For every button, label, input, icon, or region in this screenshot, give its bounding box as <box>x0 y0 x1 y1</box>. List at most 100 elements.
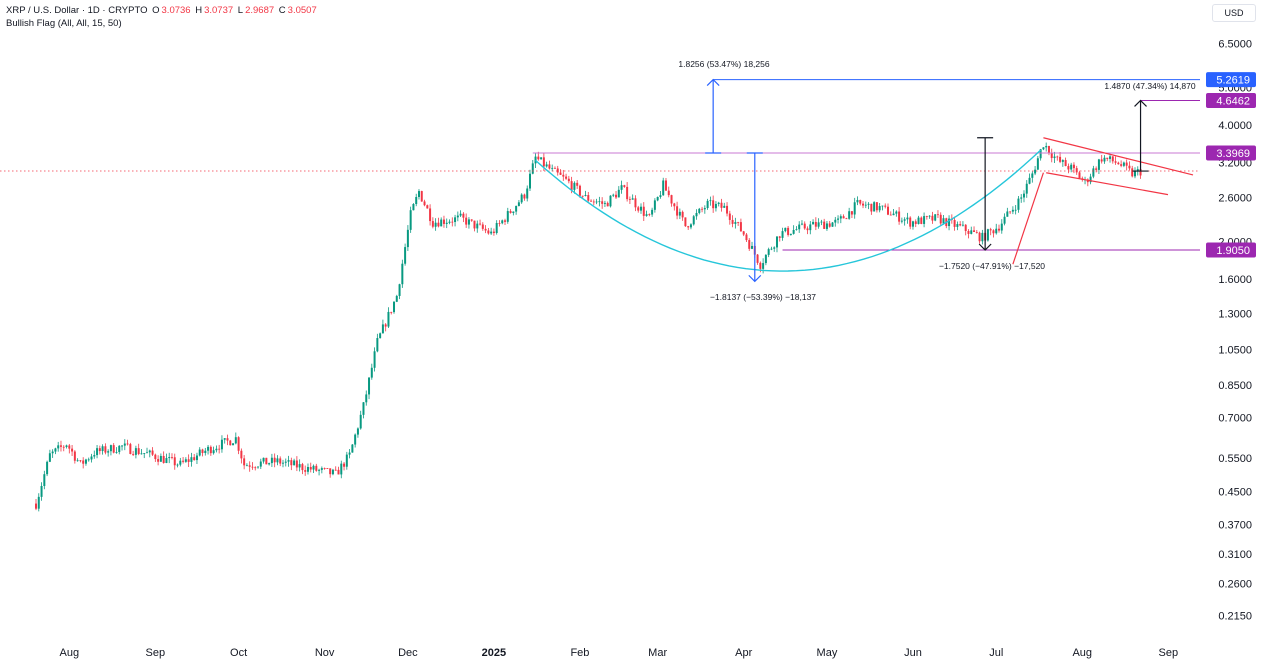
candle-body <box>34 503 37 509</box>
candle <box>651 207 654 217</box>
candle <box>415 193 418 207</box>
candle-body <box>565 176 568 179</box>
candle-body <box>362 402 365 415</box>
candle-body <box>914 221 917 224</box>
candle-body <box>1014 209 1017 211</box>
candle-body <box>850 211 853 215</box>
candle <box>492 228 495 236</box>
candle <box>892 209 895 216</box>
candle <box>459 210 462 218</box>
candle <box>1059 151 1062 164</box>
candle <box>931 211 934 224</box>
candle <box>248 461 251 472</box>
candle-body <box>670 195 673 204</box>
candle <box>1014 205 1017 215</box>
candle <box>381 319 384 334</box>
candle <box>290 457 293 471</box>
candle-body <box>867 203 870 205</box>
candle-body <box>726 205 729 214</box>
candle <box>953 216 956 231</box>
candle <box>265 457 268 465</box>
x-tick-label: Feb <box>570 647 589 659</box>
candle <box>501 219 504 225</box>
candle <box>612 193 615 198</box>
price-tag-label: 5.2619 <box>1216 75 1250 87</box>
candle-body <box>667 190 670 196</box>
candle-body <box>387 311 390 327</box>
candle-body <box>112 445 115 453</box>
candle <box>726 202 729 217</box>
candle-body <box>640 206 643 211</box>
candle-body <box>445 222 448 224</box>
symbol-title[interactable]: XRP / U.S. Dollar · 1D · CRYPTO <box>6 5 148 16</box>
candle-body <box>917 217 920 224</box>
candle-body <box>1059 156 1062 162</box>
x-tick-label: May <box>817 647 838 659</box>
candle <box>645 210 648 217</box>
candle <box>34 499 37 511</box>
y-tick-label: 0.4500 <box>1218 487 1252 499</box>
candle <box>115 447 118 454</box>
candle-body <box>1133 170 1136 177</box>
cup-curve <box>535 149 1042 272</box>
candle <box>440 217 443 227</box>
candle-body <box>126 443 129 445</box>
candle <box>73 450 76 464</box>
candle-body <box>98 448 101 452</box>
candle-body <box>68 445 71 449</box>
candle <box>745 232 748 243</box>
candle <box>232 442 235 446</box>
candle <box>739 218 742 232</box>
candle-body <box>848 211 851 219</box>
candle <box>967 229 970 239</box>
candle <box>809 221 812 235</box>
candle-body <box>1056 156 1059 158</box>
candle <box>476 220 479 233</box>
y-tick-label: 1.3000 <box>1218 309 1252 321</box>
candle-body <box>490 231 493 234</box>
indicator-legend[interactable]: Bullish Flag (All, All, 15, 50) <box>6 18 122 29</box>
candle <box>845 217 848 220</box>
candle-body <box>456 215 459 218</box>
price-tag[interactable]: 3.3969 <box>1206 145 1256 161</box>
candle-body <box>831 222 834 227</box>
candle <box>1072 162 1075 174</box>
price-tag[interactable]: 5.2619 <box>1206 72 1256 88</box>
candle <box>839 214 842 224</box>
price-tag[interactable]: 4.6462 <box>1206 92 1256 108</box>
candle-body <box>148 450 151 453</box>
candle-body <box>215 448 218 451</box>
candle <box>787 226 790 237</box>
candle-body <box>534 156 537 164</box>
candle-body <box>992 230 995 234</box>
price-tag[interactable]: 1.9050 <box>1206 242 1256 258</box>
candle-body <box>709 200 712 202</box>
candle-body <box>481 224 484 229</box>
price-tag-label: 3.3969 <box>1216 148 1250 160</box>
candle <box>995 223 998 235</box>
candle-body <box>900 220 903 222</box>
candle <box>57 441 60 452</box>
candle <box>87 457 90 462</box>
candle-body <box>154 454 157 460</box>
currency-button[interactable]: USD <box>1212 4 1256 22</box>
candle-body <box>795 229 798 231</box>
candle-body <box>734 222 737 224</box>
candle-body <box>806 228 809 231</box>
candle <box>76 458 79 462</box>
candle-body <box>531 163 534 174</box>
candle-body <box>198 449 201 456</box>
candle-body <box>187 459 190 462</box>
candle <box>184 457 187 463</box>
candle-body <box>368 377 371 395</box>
candle-body <box>1036 158 1039 170</box>
candle <box>640 203 643 214</box>
candle <box>631 194 634 200</box>
candle-body <box>195 455 198 461</box>
candle <box>379 332 382 339</box>
candle-body <box>820 221 823 223</box>
price-tag-label: 1.9050 <box>1216 245 1250 257</box>
candle <box>737 221 740 226</box>
candle-body <box>967 230 970 234</box>
